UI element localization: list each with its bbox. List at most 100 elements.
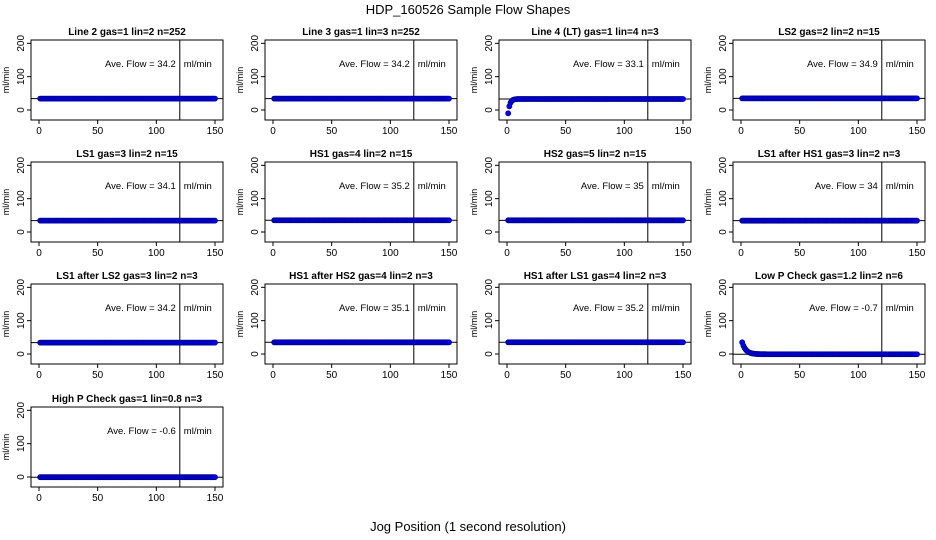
data-point	[446, 339, 452, 346]
y-tick-label: 100	[718, 68, 729, 85]
x-tick-label: 150	[441, 370, 458, 381]
panel-title: Line 4 (LT) gas=1 lin=4 n=3	[531, 27, 659, 38]
y-axis-label: ml/min	[1, 67, 11, 94]
panel-6: HS1 gas=4 lin=2 n=15 0 50 100 150 0 100 200 ml/m…	[235, 149, 458, 259]
x-tick-label: 150	[675, 126, 692, 137]
x-tick-label: 50	[560, 370, 572, 381]
x-tick-label: 50	[92, 248, 104, 259]
data-points	[37, 339, 218, 346]
x-tick-label: 0	[738, 248, 744, 259]
panel-3: Line 4 (LT) gas=1 lin=4 n=3 0 50 100 150 0 100…	[469, 27, 692, 137]
data-points	[739, 95, 920, 102]
x-tick-label: 100	[148, 248, 165, 259]
data-points	[505, 96, 686, 117]
y-tick-label: 100	[16, 435, 27, 452]
x-tick-label: 0	[504, 126, 510, 137]
panel-title: LS1 after LS2 gas=3 lin=2 n=3	[56, 271, 198, 282]
y-tick-label: 200	[718, 35, 729, 52]
panel-4: LS2 gas=2 lin=2 n=15 0 50 100 150 0 100 200 ml/m…	[703, 27, 926, 137]
plot-frame	[732, 283, 926, 365]
x-tick-label: 0	[738, 370, 744, 381]
y-tick-label: 200	[16, 402, 27, 419]
y-tick-label: 0	[250, 107, 261, 113]
y-axis-label: ml/min	[1, 311, 11, 338]
ave-flow-label: Ave. Flow = 34.2	[339, 59, 410, 70]
y-tick-label: 100	[16, 68, 27, 85]
data-point	[680, 217, 686, 224]
ave-flow-label: Ave. Flow = -0.6	[107, 426, 176, 437]
x-tick-label: 0	[36, 370, 42, 381]
ave-flow-unit: ml/min	[418, 181, 446, 192]
x-tick-label: 150	[675, 248, 692, 259]
plot-frame	[30, 406, 224, 488]
y-tick-label: 200	[484, 279, 495, 296]
x-tick-label: 150	[675, 370, 692, 381]
ave-flow-label: Ave. Flow = -0.7	[809, 303, 878, 314]
plot-frame	[264, 39, 458, 121]
data-points	[505, 217, 686, 224]
panel-title: LS2 gas=2 lin=2 n=15	[778, 27, 880, 38]
x-tick-label: 50	[326, 126, 338, 137]
data-points	[739, 217, 920, 224]
ave-flow-unit: ml/min	[184, 426, 212, 437]
y-tick-label: 0	[16, 351, 27, 357]
ave-flow-unit: ml/min	[652, 181, 680, 192]
panel-grid: Line 2 gas=1 lin=2 n=252 0 50 100 150 0 100 200…	[1, 27, 926, 504]
y-tick-label: 200	[16, 157, 27, 174]
plot-frame	[264, 283, 458, 365]
panel-title: Low P Check gas=1.2 lin=2 n=6	[755, 271, 903, 282]
y-axis-label: ml/min	[703, 189, 713, 216]
y-tick-label: 200	[16, 279, 27, 296]
panel-11: HS1 after LS1 gas=4 lin=2 n=3 0 50 100 150 0 1…	[469, 271, 692, 381]
x-tick-label: 100	[148, 370, 165, 381]
y-tick-label: 0	[718, 107, 729, 113]
x-tick-label: 50	[92, 126, 104, 137]
panel-2: Line 3 gas=1 lin=3 n=252 0 50 100 150 0 100 200…	[235, 27, 458, 137]
plot-frame	[498, 39, 692, 121]
panel-title: Line 3 gas=1 lin=3 n=252	[302, 27, 420, 38]
panel-title: HS1 after HS2 gas=4 lin=2 n=3	[289, 271, 433, 282]
x-tick-label: 0	[270, 370, 276, 381]
ave-flow-label: Ave. Flow = 34	[815, 181, 878, 192]
y-tick-label: 200	[250, 279, 261, 296]
y-tick-label: 0	[484, 229, 495, 235]
y-axis-label: ml/min	[703, 67, 713, 94]
data-points	[739, 339, 920, 358]
y-tick-label: 0	[16, 229, 27, 235]
y-tick-label: 100	[250, 312, 261, 329]
x-tick-label: 100	[148, 126, 165, 137]
panel-10: HS1 after HS2 gas=4 lin=2 n=3 0 50 100 150 0 1…	[235, 271, 458, 381]
x-tick-label: 150	[207, 493, 224, 504]
y-axis-label: ml/min	[1, 434, 11, 461]
figure-xlabel: Jog Position (1 second resolution)	[370, 519, 566, 534]
y-tick-label: 0	[484, 351, 495, 357]
plot-frame	[30, 283, 224, 365]
data-points	[271, 339, 452, 346]
data-point	[212, 217, 218, 224]
y-axis-label: ml/min	[469, 67, 479, 94]
x-tick-label: 50	[794, 248, 806, 259]
x-tick-label: 0	[270, 126, 276, 137]
x-tick-label: 150	[207, 126, 224, 137]
data-points	[37, 474, 218, 481]
plot-frame	[498, 283, 692, 365]
x-tick-label: 50	[794, 126, 806, 137]
x-tick-label: 150	[207, 370, 224, 381]
data-points	[505, 339, 686, 346]
x-tick-label: 150	[441, 248, 458, 259]
y-tick-label: 100	[484, 190, 495, 207]
y-tick-label: 100	[16, 312, 27, 329]
ave-flow-unit: ml/min	[184, 181, 212, 192]
data-point	[680, 339, 686, 346]
x-tick-label: 50	[92, 370, 104, 381]
y-tick-label: 200	[484, 157, 495, 174]
data-point	[914, 351, 920, 358]
x-tick-label: 50	[92, 493, 104, 504]
data-point	[914, 217, 920, 224]
x-tick-label: 0	[504, 248, 510, 259]
ave-flow-unit: ml/min	[652, 303, 680, 314]
data-point	[446, 95, 452, 102]
y-tick-label: 100	[250, 190, 261, 207]
data-points	[37, 95, 218, 102]
y-axis-label: ml/min	[235, 311, 245, 338]
